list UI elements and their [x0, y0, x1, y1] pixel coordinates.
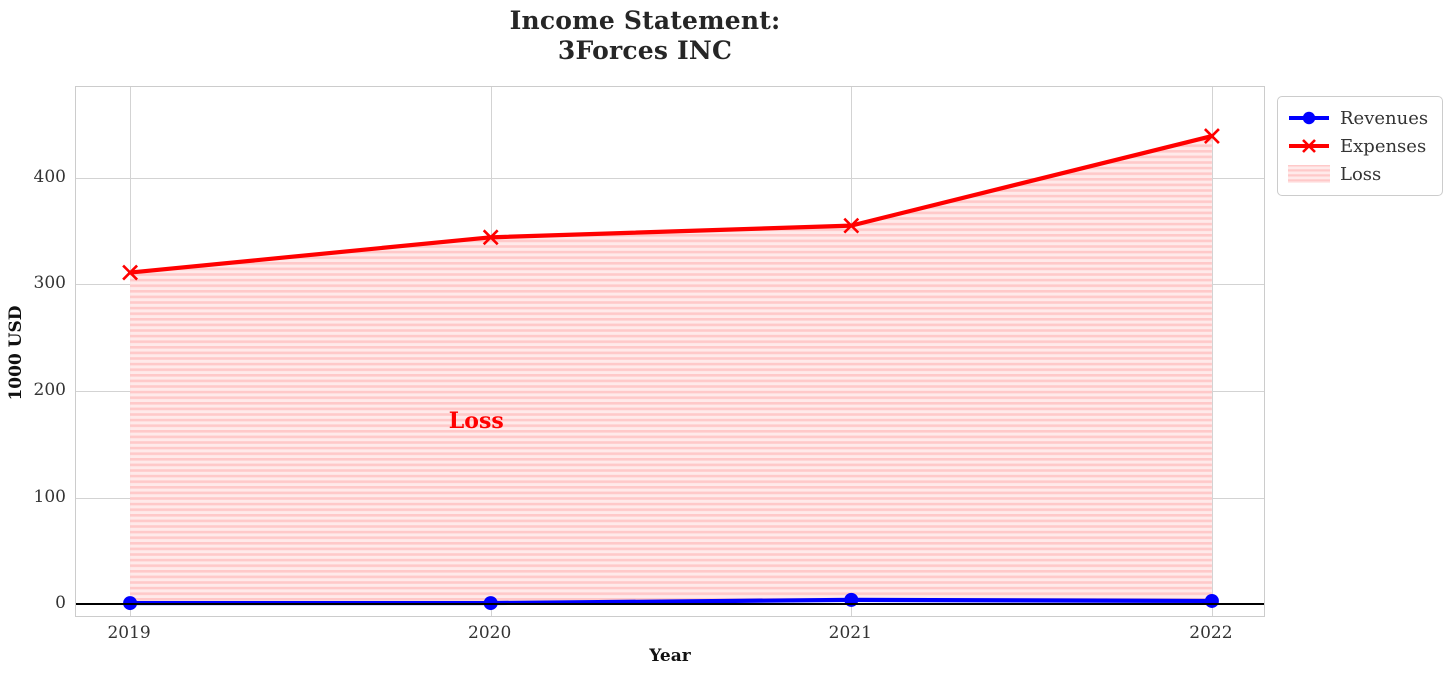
zero-axis-line — [76, 602, 1264, 606]
legend-label-revenues: Revenues — [1340, 107, 1429, 129]
x-tick-label-2022: 2022 — [1189, 623, 1233, 643]
expenses-marker-2022 — [1203, 128, 1220, 144]
expenses-line — [127, 133, 1215, 275]
chart-legend[interactable]: Revenues Expenses — [1277, 96, 1443, 196]
revenues-marker-2022 — [1204, 593, 1219, 608]
legend-item-loss[interactable]: Loss — [1287, 160, 1433, 188]
x-tick-label-2020: 2020 — [468, 623, 512, 643]
legend-key-expenses-line-marker — [1287, 135, 1331, 157]
legend-key-revenues-line-marker — [1287, 107, 1331, 129]
y-tick-label-0: 0 — [55, 593, 66, 614]
gridline-y-400 — [76, 177, 1264, 179]
loss-annotation: Loss — [448, 407, 504, 434]
y-tick-label-300: 300 — [33, 273, 66, 294]
x-axis-ticks: 2019 2020 2021 2022 — [75, 623, 1265, 649]
loss-fill-area — [130, 136, 1212, 604]
chart-title-line2: 3Forces INC — [557, 36, 733, 65]
chart-title: Income Statement: 3Forces INC — [0, 6, 1290, 66]
x-axis-label: Year — [649, 646, 691, 666]
legend-key-loss-patch — [1287, 163, 1331, 185]
expenses-marker-2021 — [843, 217, 860, 234]
chart-title-line1: Income Statement: — [509, 6, 781, 35]
legend-item-revenues[interactable]: Revenues — [1287, 104, 1433, 132]
expenses-marker-2020 — [482, 229, 499, 246]
data-layer — [122, 128, 1220, 611]
y-tick-label-100: 100 — [33, 486, 66, 507]
x-tick-label-2021: 2021 — [828, 623, 872, 643]
y-tick-label-400: 400 — [33, 166, 66, 187]
expenses-markers — [122, 128, 1220, 281]
legend-item-expenses[interactable]: Expenses — [1287, 132, 1433, 160]
x-tick-label-2019: 2019 — [107, 623, 151, 643]
plot-area: Loss — [75, 86, 1265, 617]
gridline-x-2022 — [1211, 87, 1213, 616]
y-axis-label: 1000 USD — [6, 305, 26, 401]
y-tick-label-200: 200 — [33, 379, 66, 400]
expenses-marker-2019 — [122, 264, 139, 281]
legend-label-expenses: Expenses — [1340, 135, 1427, 157]
legend-label-loss: Loss — [1340, 163, 1382, 185]
y-axis-ticks: 0 100 200 300 400 — [0, 86, 66, 617]
